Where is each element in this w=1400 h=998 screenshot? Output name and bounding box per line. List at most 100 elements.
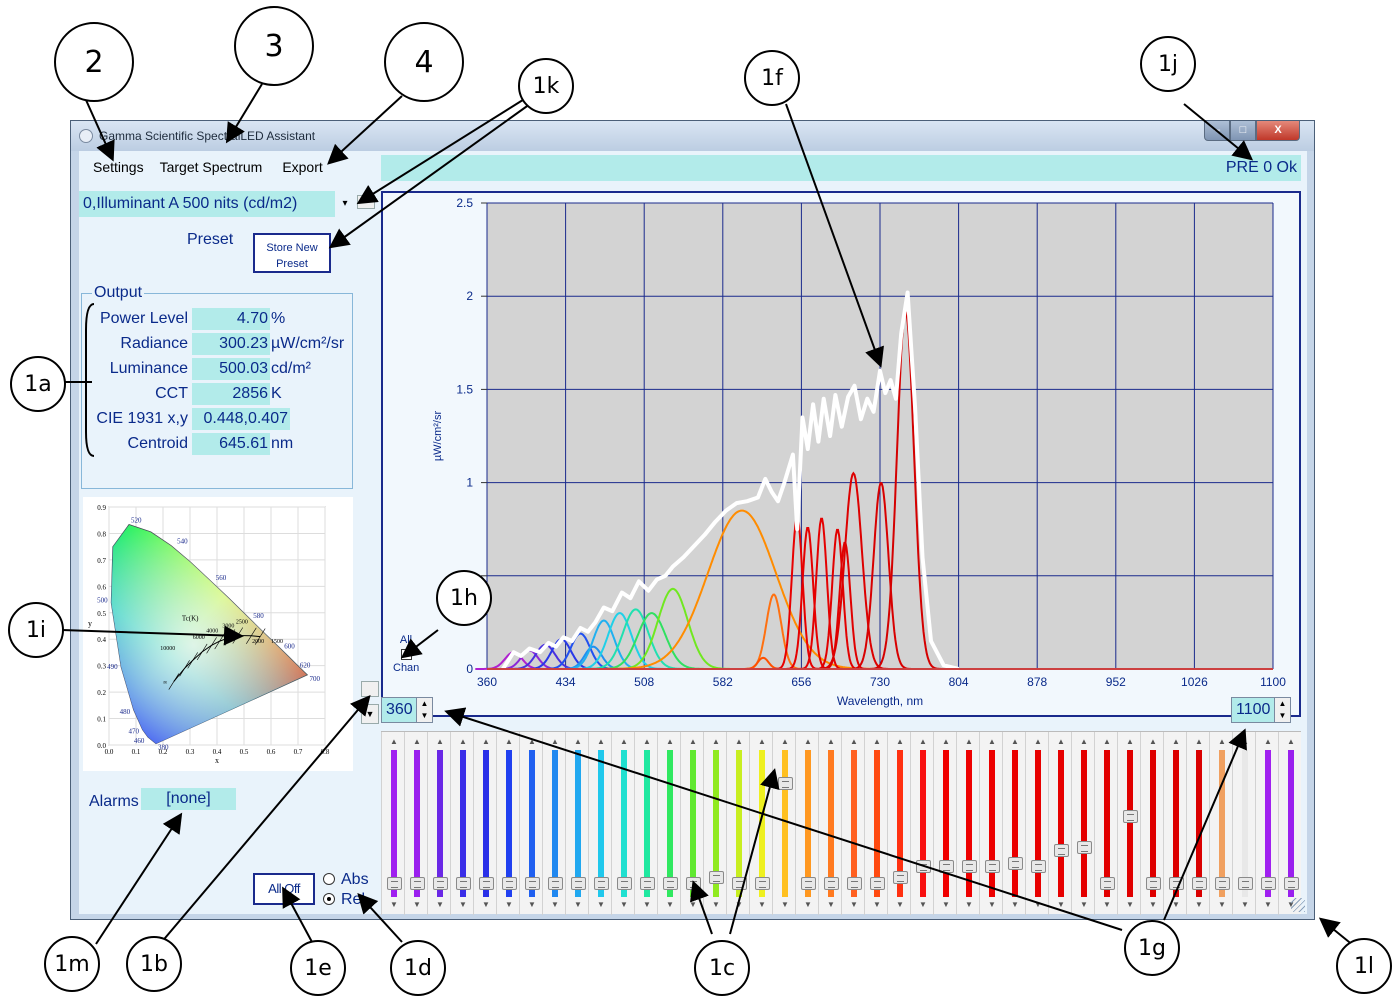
slider-up-icon[interactable]: ▲ [528, 737, 536, 746]
slider-thumb[interactable] [640, 877, 655, 891]
slider-down-icon[interactable]: ▼ [505, 900, 513, 909]
slider-up-icon[interactable]: ▲ [1264, 737, 1272, 746]
slider-thumb[interactable] [1100, 877, 1115, 891]
slider-thumb[interactable] [1192, 877, 1207, 891]
slider-thumb[interactable] [824, 877, 839, 891]
slider-down-icon[interactable]: ▼ [597, 900, 605, 909]
spinner-arrows-icon[interactable]: ▲ ▼ [1275, 697, 1291, 723]
slider-thumb[interactable] [571, 877, 586, 891]
slider-thumb[interactable] [755, 877, 770, 891]
slider-thumb[interactable] [1077, 841, 1092, 855]
slider-down-icon[interactable]: ▼ [781, 900, 789, 909]
slider-thumb[interactable] [1054, 843, 1069, 857]
channel-slider[interactable]: ▲▼ [1255, 732, 1281, 915]
chevron-down-icon[interactable]: ▾ [342, 198, 348, 209]
slider-down-icon[interactable]: ▼ [850, 900, 858, 909]
range-max-spinner[interactable]: 1100 ▲ ▼ [1231, 697, 1291, 723]
slider-down-icon[interactable]: ▼ [1195, 900, 1203, 909]
slider-down-icon[interactable]: ▼ [1103, 900, 1111, 909]
channel-slider[interactable]: ▲▼ [427, 732, 453, 915]
maximize-button[interactable]: □ [1230, 121, 1256, 141]
slider-down-icon[interactable]: ▼ [390, 900, 398, 909]
slider-up-icon[interactable]: ▲ [413, 737, 421, 746]
slider-down-icon[interactable]: ▼ [758, 900, 766, 909]
slider-thumb[interactable] [617, 877, 632, 891]
scrollbar-thumb[interactable] [361, 681, 379, 697]
resize-grip-icon[interactable] [1291, 898, 1305, 912]
slider-down-icon[interactable]: ▼ [1034, 900, 1042, 909]
slider-up-icon[interactable]: ▲ [505, 737, 513, 746]
slider-up-icon[interactable]: ▲ [459, 737, 467, 746]
slider-up-icon[interactable]: ▲ [390, 737, 398, 746]
slider-up-icon[interactable]: ▲ [781, 737, 789, 746]
channel-slider[interactable]: ▲▼ [404, 732, 430, 915]
slider-up-icon[interactable]: ▲ [988, 737, 996, 746]
slider-thumb[interactable] [479, 877, 494, 891]
slider-thumb[interactable] [1169, 877, 1184, 891]
slider-thumb[interactable] [594, 877, 609, 891]
slider-thumb[interactable] [732, 877, 747, 891]
slider-up-icon[interactable]: ▲ [482, 737, 490, 746]
slider-up-icon[interactable]: ▲ [574, 737, 582, 746]
slider-down-icon[interactable]: ▼ [620, 900, 628, 909]
slider-up-icon[interactable]: ▲ [1172, 737, 1180, 746]
slider-down-icon[interactable]: ▼ [988, 900, 996, 909]
slider-down-icon[interactable]: ▼ [643, 900, 651, 909]
spinner-arrows-icon[interactable]: ▲ ▼ [417, 697, 433, 723]
slider-up-icon[interactable]: ▲ [1103, 737, 1111, 746]
slider-down-icon[interactable]: ▼ [1218, 900, 1226, 909]
slider-up-icon[interactable]: ▲ [1080, 737, 1088, 746]
channel-slider[interactable]: ▲▼ [1140, 732, 1166, 915]
slider-up-icon[interactable]: ▲ [850, 737, 858, 746]
slider-thumb[interactable] [1031, 859, 1046, 873]
slider-up-icon[interactable]: ▲ [1149, 737, 1157, 746]
slider-up-icon[interactable]: ▲ [827, 737, 835, 746]
slider-down-icon[interactable]: ▼ [896, 900, 904, 909]
slider-up-icon[interactable]: ▲ [965, 737, 973, 746]
slider-thumb[interactable] [870, 877, 885, 891]
slider-thumb[interactable] [939, 859, 954, 873]
slider-up-icon[interactable]: ▲ [1195, 737, 1203, 746]
slider-down-icon[interactable]: ▼ [528, 900, 536, 909]
slider-thumb[interactable] [916, 859, 931, 873]
slider-down-icon[interactable]: ▼ [919, 900, 927, 909]
slider-down-icon[interactable]: ▼ [551, 900, 559, 909]
slider-down-icon[interactable]: ▼ [873, 900, 881, 909]
menu-target-spectrum[interactable]: Target Spectrum [159, 159, 263, 175]
slider-thumb[interactable] [985, 859, 1000, 873]
slider-down-icon[interactable]: ▼ [574, 900, 582, 909]
slider-thumb[interactable] [893, 870, 908, 884]
slider-up-icon[interactable]: ▲ [758, 737, 766, 746]
close-button[interactable]: X [1256, 121, 1300, 141]
slider-down-icon[interactable]: ▼ [1149, 900, 1157, 909]
slider-down-icon[interactable]: ▼ [1126, 900, 1134, 909]
slider-up-icon[interactable]: ▲ [1287, 737, 1295, 746]
slider-thumb[interactable] [1215, 877, 1230, 891]
slider-thumb[interactable] [709, 870, 724, 884]
slider-down-icon[interactable]: ▼ [965, 900, 973, 909]
slider-down-icon[interactable]: ▼ [436, 900, 444, 909]
minimize-button[interactable]: – [1204, 121, 1230, 141]
slider-thumb[interactable] [847, 877, 862, 891]
menu-settings[interactable]: Settings [93, 159, 144, 175]
slider-down-icon[interactable]: ▼ [666, 900, 674, 909]
slider-thumb[interactable] [1008, 857, 1023, 871]
slider-down-icon[interactable]: ▼ [804, 900, 812, 909]
slider-up-icon[interactable]: ▲ [1034, 737, 1042, 746]
slider-up-icon[interactable]: ▲ [712, 737, 720, 746]
store-new-preset-button[interactable]: Store New Preset [253, 233, 331, 273]
slider-up-icon[interactable]: ▲ [1218, 737, 1226, 746]
slider-up-icon[interactable]: ▲ [1126, 737, 1134, 746]
slider-thumb[interactable] [1146, 877, 1161, 891]
slider-down-icon[interactable]: ▼ [689, 900, 697, 909]
slider-thumb[interactable] [433, 877, 448, 891]
checkbox-checked-icon[interactable]: ✓ [400, 649, 412, 660]
slider-down-icon[interactable]: ▼ [735, 900, 743, 909]
all-off-button[interactable]: All Off [253, 873, 315, 905]
slider-down-icon[interactable]: ▼ [1264, 900, 1272, 909]
slider-up-icon[interactable]: ▲ [896, 737, 904, 746]
menu-export[interactable]: Export [282, 159, 323, 175]
slider-thumb[interactable] [387, 877, 402, 891]
slider-up-icon[interactable]: ▲ [666, 737, 674, 746]
slider-down-icon[interactable]: ▼ [1172, 900, 1180, 909]
